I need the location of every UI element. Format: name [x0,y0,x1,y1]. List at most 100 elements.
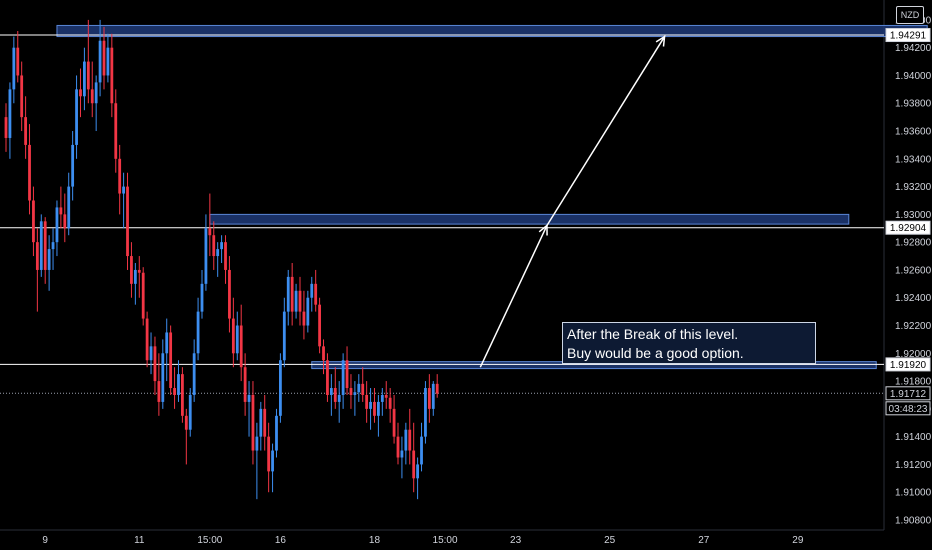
candle-body [286,276,290,312]
candle-body [204,228,208,284]
candle-body [208,228,212,236]
candle-body [267,436,271,472]
candle-body [188,394,192,430]
candle-body [224,242,227,270]
candle-body [67,186,71,229]
candle-body [431,383,435,409]
candle-body [173,388,176,395]
candle-body [369,401,372,409]
candle-body [377,401,380,416]
y-tick-label: 1.94200 [895,43,932,54]
candle-body [294,290,298,312]
candle-body [231,318,235,354]
candle-body [122,186,125,194]
y-tick-label: 1.92000 [895,349,932,360]
x-tick-label: 11 [134,535,145,546]
candle-body [71,144,75,187]
candle-body [416,464,419,479]
y-tick-label: 1.91800 [895,377,932,388]
candle-body [20,75,24,118]
candle-body [373,401,376,416]
candle-body [314,283,318,305]
candle-body [51,242,55,250]
annotation-box: After the Break of this level. Buy would… [562,322,816,364]
candle-body [290,276,294,312]
candle-body [306,297,310,326]
annotation-line-2: Buy would be a good option. [567,345,744,361]
y-tick-label: 1.93400 [895,154,932,165]
x-tick-label: 9 [42,535,48,546]
x-tick-label: 23 [510,535,522,546]
candle-body [16,47,20,76]
candle-body [326,360,329,395]
candle-body [302,311,306,326]
candle-body [161,353,165,402]
candle-body [59,207,63,215]
candle-body [220,242,223,250]
candle-body [341,360,345,395]
y-tick-label: 1.92400 [895,293,932,304]
candle-body [329,388,333,395]
candle-body [63,214,67,229]
candle-body [239,325,243,368]
x-tick-label: 29 [792,535,804,546]
candle-body [55,207,59,243]
candle-body [192,353,196,395]
candle-body [200,283,204,312]
y-tick-label: 1.92600 [895,265,932,276]
candle-body [318,304,321,347]
y-tick-label: 1.90800 [895,516,932,527]
candle-body [420,436,423,465]
candle-body [126,186,129,257]
candle-body [255,436,259,451]
candle-body [365,394,369,409]
candle-body [228,269,231,319]
trend-arrow [546,36,666,226]
candle-body [177,374,180,395]
y-tick-label: 1.92800 [895,238,932,249]
candle-body [384,394,388,398]
candle-body [247,394,251,402]
candle-body [43,221,47,270]
candle-body [184,415,188,430]
y-tick-label: 1.93600 [895,127,932,138]
zone-rect [209,213,850,225]
candle-body [130,256,133,284]
candle-body [396,436,400,458]
x-tick-label: 16 [275,535,287,546]
candle-body [404,429,408,451]
candle-body [353,392,357,395]
candle-body [75,89,78,145]
candle-body [310,283,314,298]
candle-body [181,374,184,416]
candle-body [102,40,106,76]
current-price-badge-text: 1.91712 [890,389,927,400]
candle-body [149,346,153,361]
candle-body [157,381,161,402]
y-tick-label: 1.91400 [895,432,932,443]
candle-body [86,61,90,90]
candle-body [380,394,384,402]
candle-body [408,429,412,451]
trend-arrow [479,225,548,368]
currency-label: NZD [896,6,924,24]
level-price-badge-text: 1.91920 [890,360,927,371]
candle-body [94,82,98,104]
annotation-line-1: After the Break of this level. [567,326,739,342]
candle-body [243,367,247,402]
candle-body [8,89,12,138]
candle-body [271,450,274,472]
candle-body [24,117,27,145]
candle-body [47,249,51,270]
candle-body [12,47,16,90]
candle-body [114,103,118,159]
candle-body [345,360,349,389]
countdown-badge-text: 03:48:23 [889,404,928,415]
current-price-badge [885,386,931,401]
y-tick-label: 1.93000 [895,210,932,221]
level-price-badge [885,220,931,235]
candle-body [137,269,141,273]
candle-body [90,89,94,104]
